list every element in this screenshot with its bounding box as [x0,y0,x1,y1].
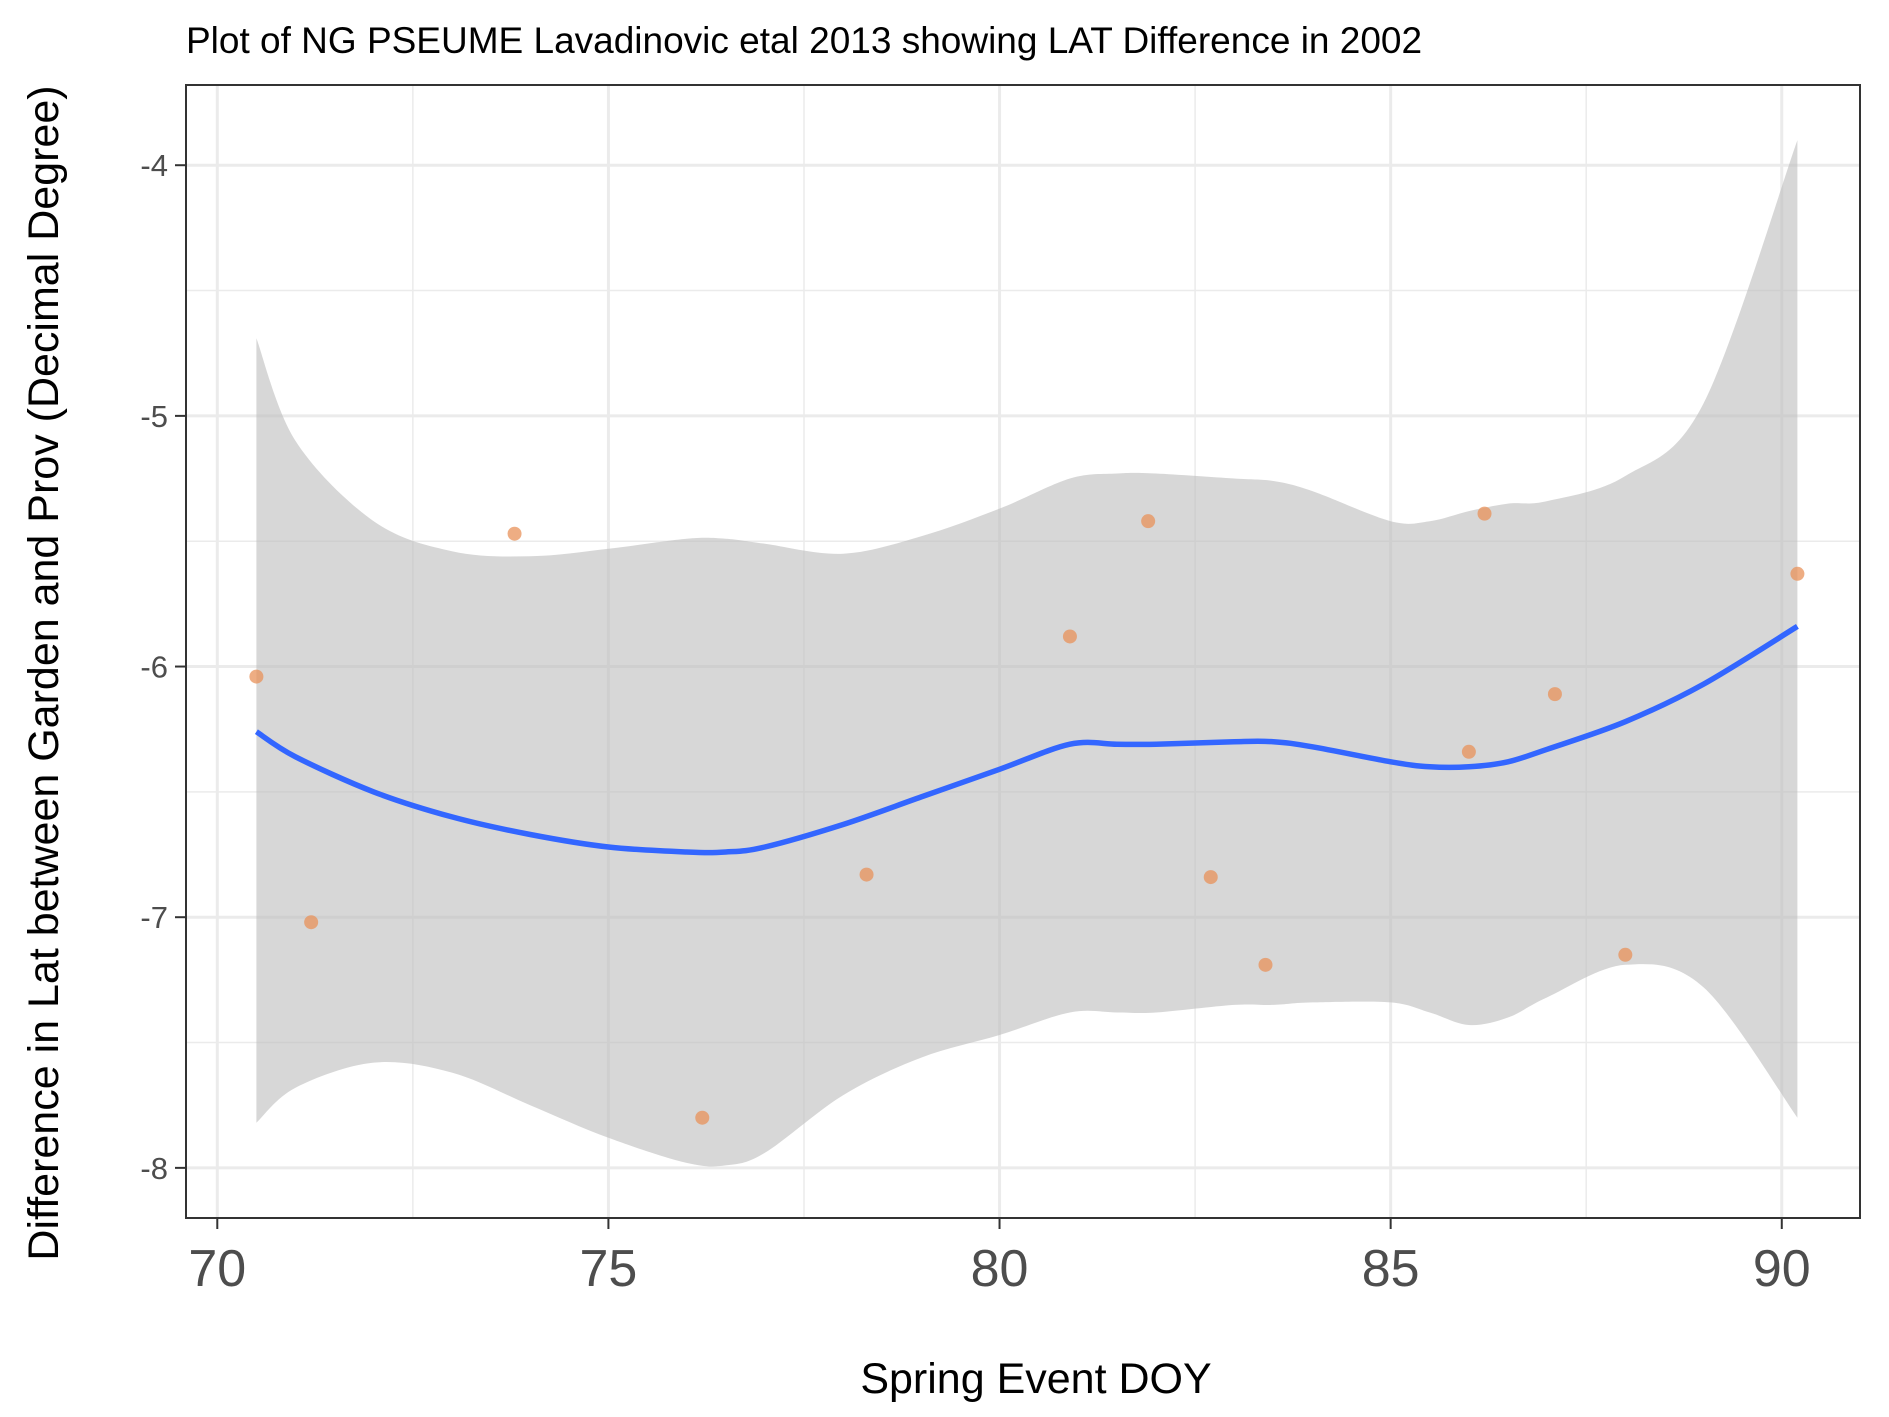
y-tick-label: -4 [140,148,168,183]
data-point [695,1110,710,1125]
x-tick-label: 75 [579,1240,637,1298]
data-point [1203,870,1218,885]
y-axis-ticks: -8 -7 -6 -5 -4 [140,148,186,1186]
confidence-band [256,140,1798,1167]
x-axis-title: Spring Event DOY [860,1355,1211,1403]
data-point [1477,506,1492,521]
data-points [249,506,1805,1125]
y-tick-label: -6 [140,650,168,685]
data-point [1461,744,1476,759]
panel-border [185,84,1861,1219]
y-tick-label: -8 [140,1151,168,1186]
y-tick-label: -7 [140,900,168,935]
x-tick-label: 85 [1362,1240,1420,1298]
data-point [1790,566,1805,581]
data-point [1547,687,1562,702]
data-point [1062,629,1077,644]
data-point [1258,957,1273,972]
x-tick-label: 90 [1753,1240,1811,1298]
x-axis-ticks: 70 75 80 85 90 [188,1218,1811,1298]
x-tick-label: 80 [971,1240,1029,1298]
data-point [507,526,522,541]
y-tick-label: -5 [140,399,168,434]
x-tick-label: 70 [188,1240,246,1298]
data-point [304,915,319,930]
y-axis-title: Difference in Lat between Garden and Pro… [20,85,68,1260]
data-point [1141,514,1156,529]
data-point [1618,947,1633,962]
chart-title: Plot of NG PSEUME Lavadinovic etal 2013 … [186,20,1422,61]
data-point [859,867,874,882]
data-point [249,669,264,684]
plot-panel [185,84,1861,1219]
smooth-line [254,624,1799,856]
